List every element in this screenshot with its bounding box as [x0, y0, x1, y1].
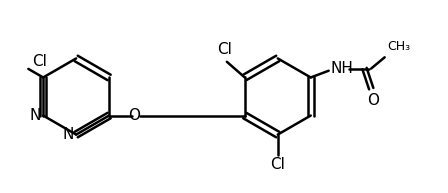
- Text: Cl: Cl: [32, 54, 47, 69]
- Text: N: N: [63, 127, 74, 142]
- Text: O: O: [128, 108, 140, 123]
- Text: O: O: [367, 93, 379, 108]
- Text: Cl: Cl: [270, 157, 285, 172]
- Text: N: N: [30, 108, 41, 123]
- Text: NH: NH: [331, 61, 354, 76]
- Text: Cl: Cl: [217, 42, 232, 57]
- Text: CH₃: CH₃: [387, 40, 410, 53]
